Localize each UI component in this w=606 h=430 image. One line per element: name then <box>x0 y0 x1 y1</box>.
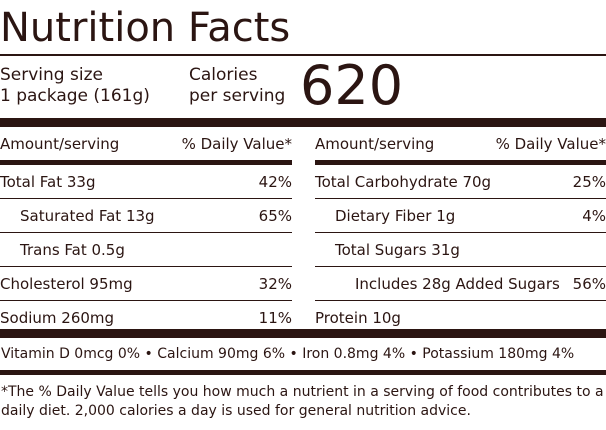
calories-rule <box>0 118 606 127</box>
serving-size-label: Serving size <box>0 65 103 85</box>
serving-size: Serving size 1 package (161g) <box>0 65 150 107</box>
nutrient-name: Dietary Fiber 1g <box>335 207 456 225</box>
nutrient-dv: 65% <box>258 207 292 225</box>
nutrient-name: Trans Fat 0.5g <box>20 241 125 259</box>
serving-size-value: 1 package (161g) <box>0 86 150 106</box>
nutrient-row: Total Carbohydrate 70g 25% <box>315 165 606 198</box>
nutrient-row: Includes 28g Added Sugars 56% <box>315 266 606 300</box>
calories-label-line2: per serving <box>189 86 286 106</box>
nutrient-dv: 11% <box>258 309 292 327</box>
nutrients-bottom-rule <box>0 329 606 338</box>
nutrient-row: Dietary Fiber 1g 4% <box>315 198 606 232</box>
nutrient-row: Saturated Fat 13g 65% <box>0 198 292 232</box>
nutrient-dv: 56% <box>572 275 606 293</box>
right-column-header: Amount/serving % Daily Value* <box>315 130 606 160</box>
daily-value-header: % Daily Value* <box>181 135 292 153</box>
vitamins-minerals: Vitamin D 0mcg 0% • Calcium 90mg 6% • Ir… <box>1 346 575 362</box>
nutrient-name: Total Sugars 31g <box>335 241 460 259</box>
left-column-header: Amount/serving % Daily Value* <box>0 130 292 160</box>
nutrient-name: Sodium 260mg <box>0 309 115 327</box>
label-title: Nutrition Facts <box>0 5 291 51</box>
nutrient-row: Total Sugars 31g <box>315 232 606 266</box>
nutrient-row: Cholesterol 95mg 32% <box>0 266 292 300</box>
nutrient-name: Includes 28g Added Sugars <box>355 275 560 293</box>
nutrient-name: Saturated Fat 13g <box>20 207 155 225</box>
nutrient-name: Total Fat 33g <box>0 173 96 191</box>
amount-header: Amount/serving <box>315 135 435 153</box>
nutrient-dv: 4% <box>582 207 606 225</box>
left-header-rule <box>0 160 292 165</box>
nutrient-dv: 42% <box>258 173 292 191</box>
daily-value-header: % Daily Value* <box>495 135 606 153</box>
nutrient-row: Trans Fat 0.5g <box>0 232 292 266</box>
calories-label: Calories per serving <box>189 65 285 107</box>
calories-label-line1: Calories <box>189 65 258 85</box>
amount-header: Amount/serving <box>0 135 120 153</box>
right-header-rule <box>315 160 606 165</box>
right-nutrient-column: Amount/serving % Daily Value* Total Carb… <box>315 130 606 334</box>
nutrient-row: Sodium 260mg 11% <box>0 300 292 334</box>
nutrient-row: Protein 10g <box>315 300 606 334</box>
footnote: *The % Daily Value tells you how much a … <box>1 384 604 419</box>
nutrient-name: Total Carbohydrate 70g <box>315 173 492 191</box>
left-nutrient-column: Amount/serving % Daily Value* Total Fat … <box>0 130 292 334</box>
nutrient-name: Cholesterol 95mg <box>0 275 133 293</box>
calories-value: 620 <box>300 54 404 117</box>
nutrient-dv: 32% <box>258 275 292 293</box>
nutrient-row: Total Fat 33g 42% <box>0 165 292 198</box>
nutrient-dv: 25% <box>572 173 606 191</box>
vitamins-rule <box>0 370 606 375</box>
nutrient-name: Protein 10g <box>315 309 401 327</box>
title-rule <box>0 54 606 56</box>
